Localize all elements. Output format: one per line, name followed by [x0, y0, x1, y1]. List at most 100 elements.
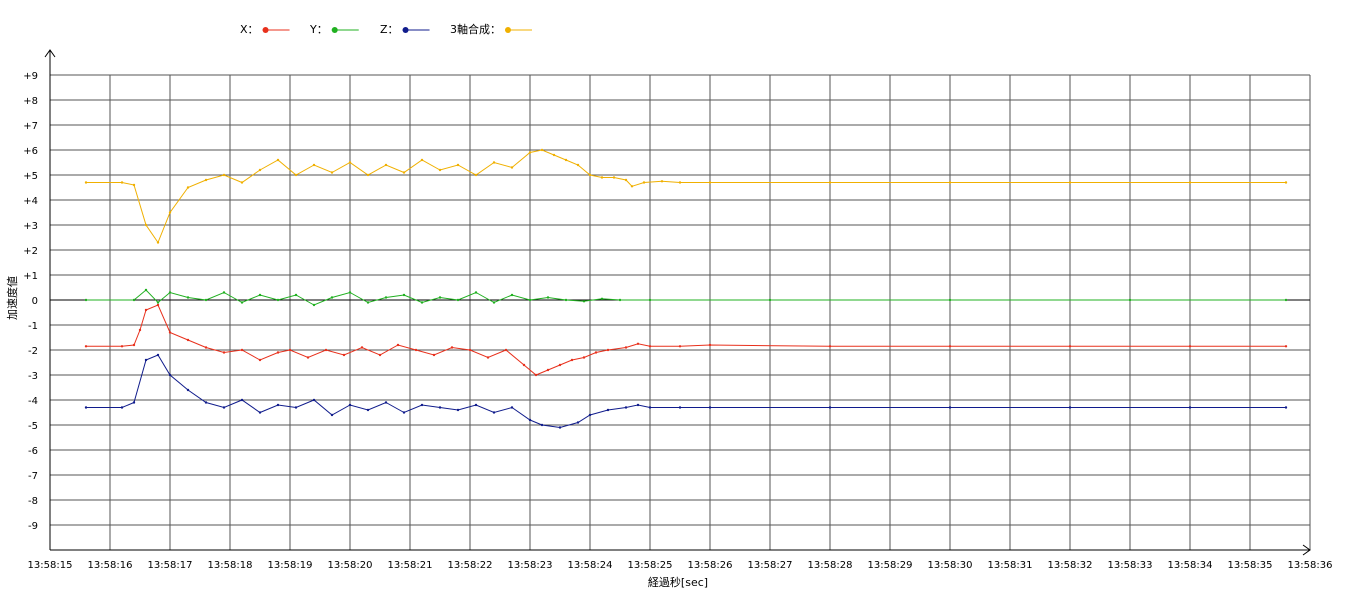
data-point	[222, 406, 226, 409]
data-point	[84, 345, 88, 348]
data-point	[144, 308, 148, 312]
series-line-Z	[86, 354, 1286, 429]
x-tick-label: 13:58:33	[1108, 560, 1153, 571]
data-point	[240, 398, 244, 402]
data-point	[384, 296, 388, 299]
data-point	[582, 356, 586, 359]
data-point	[708, 181, 712, 184]
data-point	[636, 403, 640, 407]
data-point	[312, 163, 316, 167]
data-point	[366, 408, 370, 412]
data-point	[186, 186, 190, 189]
data-point	[540, 148, 544, 152]
y-tick-label: +3	[23, 221, 38, 232]
data-point	[132, 401, 136, 404]
data-point	[348, 161, 352, 164]
y-axis-arrow	[44, 49, 56, 58]
x-tick-label: 13:58:34	[1168, 560, 1213, 571]
data-point	[276, 158, 280, 162]
data-point	[204, 298, 208, 302]
data-point	[222, 173, 226, 177]
y-tick-label: -3	[28, 371, 38, 382]
axes: 13:58:15 13:58:16 13:58:17 13:58:18 13:58:19…	[23, 49, 1332, 571]
data-point	[594, 351, 598, 354]
data-point	[606, 408, 610, 412]
data-point	[360, 346, 364, 349]
data-point	[222, 291, 226, 294]
data-point	[156, 241, 160, 244]
data-point	[168, 373, 172, 377]
data-point	[168, 331, 172, 334]
data-point	[324, 348, 328, 352]
data-point	[600, 176, 604, 179]
y-tick-label: -5	[28, 421, 38, 432]
y-tick-label: -9	[28, 521, 38, 532]
data-point	[378, 353, 382, 357]
y-tick-label: +6	[23, 146, 38, 157]
legend-label: 3軸合成：	[450, 22, 501, 36]
x-tick-label: 13:58:19	[268, 560, 313, 571]
y-axis-label: 加速度値	[5, 276, 19, 320]
data-point	[648, 298, 652, 302]
data-point	[156, 301, 160, 304]
data-point	[294, 293, 298, 297]
data-point	[348, 403, 352, 407]
data-point	[1188, 345, 1192, 348]
data-point	[222, 351, 226, 354]
y-tick-label: -4	[28, 396, 38, 407]
data-point	[204, 401, 208, 404]
data-point	[606, 348, 610, 352]
data-point	[258, 168, 262, 172]
x-tick-label: 13:58:31	[988, 560, 1033, 571]
data-point	[294, 173, 298, 177]
data-point	[414, 348, 418, 352]
data-point	[204, 178, 208, 182]
data-point	[402, 171, 406, 174]
data-point	[240, 181, 244, 184]
x-tick-label: 13:58:17	[148, 560, 193, 571]
data-point	[948, 181, 952, 184]
data-point	[624, 406, 628, 409]
data-point	[492, 161, 496, 164]
x-tick-label: 13:58:23	[508, 560, 553, 571]
data-point	[534, 373, 538, 377]
data-point	[528, 418, 532, 422]
data-point	[258, 411, 262, 414]
data-point	[624, 178, 628, 182]
data-point	[828, 345, 832, 348]
data-point	[186, 338, 190, 342]
data-point	[276, 403, 280, 407]
y-tick-label: -6	[28, 446, 38, 457]
data-point	[828, 406, 832, 409]
x-tick-label: 13:58:24	[568, 560, 613, 571]
data-point	[1188, 181, 1192, 184]
data-point	[186, 388, 190, 392]
data-point	[144, 223, 148, 227]
x-tick-label: 13:58:28	[808, 560, 853, 571]
data-point	[624, 346, 628, 349]
x-tick-label: 13:58:22	[448, 560, 493, 571]
data-point	[132, 298, 136, 302]
data-point	[120, 181, 124, 184]
y-tick-label: -2	[28, 346, 38, 357]
y-tick-label: -1	[28, 321, 38, 332]
data-point	[120, 345, 124, 348]
data-point	[588, 173, 592, 177]
data-point	[138, 328, 142, 332]
data-point	[276, 351, 280, 354]
data-point	[570, 358, 574, 362]
legend-label: Z：	[380, 23, 399, 36]
data-point	[564, 158, 568, 162]
x-tick-label: 13:58:30	[928, 560, 973, 571]
data-point	[1284, 345, 1288, 348]
data-point	[306, 356, 310, 359]
y-tick-label: -8	[28, 496, 38, 507]
data-point	[384, 163, 388, 167]
data-point	[528, 298, 532, 302]
y-tick-label: +1	[23, 271, 38, 282]
x-tick-label: 13:58:25	[628, 560, 673, 571]
data-point	[168, 291, 172, 294]
data-point	[84, 298, 88, 302]
legend: X： Y： Z： 3軸合成：	[240, 22, 532, 36]
data-point	[558, 363, 562, 367]
